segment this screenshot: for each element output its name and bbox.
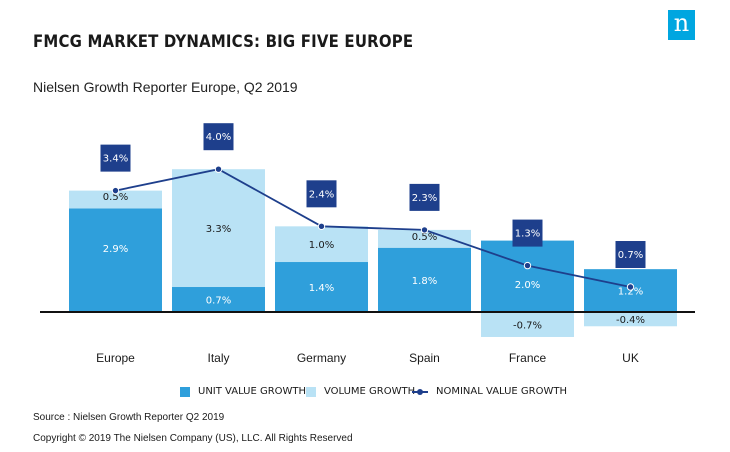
data-label-volume: -0.4% [616, 315, 645, 326]
point-nominal-value [420, 226, 429, 234]
bar-unit-value [172, 287, 265, 312]
data-label-unit-value: 1.8% [412, 276, 437, 287]
bar-unit-value [275, 262, 368, 312]
line-nominal-value [115, 168, 631, 288]
bar-volume [378, 229, 471, 248]
legend-label-volume: VOLUME GROWTH [324, 386, 416, 397]
chart-subtitle: Nielsen Growth Reporter Europe, Q2 2019 [33, 79, 298, 95]
category-label: UK [622, 351, 639, 365]
data-label-unit-value: 2.0% [515, 280, 540, 291]
point-nominal-value [626, 283, 635, 291]
nielsen-logo-icon: n [668, 10, 695, 40]
category-label: Spain [409, 351, 440, 365]
copyright-note: Copyright © 2019 The Nielsen Company (US… [33, 433, 353, 444]
point-nominal-value [523, 261, 532, 270]
nominal-value-box [615, 241, 646, 269]
legend-label-unit-value: UNIT VALUE GROWTH [198, 386, 307, 397]
legend-swatch-unit-value [180, 386, 190, 397]
data-label-volume: 3.3% [206, 224, 231, 235]
bar-unit-value [69, 208, 162, 312]
data-label-unit-value: 1.2% [618, 287, 643, 298]
data-label-nominal-value: 2.3% [412, 193, 437, 204]
legend-swatch-volume [306, 386, 316, 397]
bar-volume [172, 169, 265, 288]
data-label-nominal-value: 1.3% [515, 229, 540, 240]
data-label-nominal-value: 2.4% [309, 189, 334, 200]
category-label: France [509, 351, 547, 365]
legend-label-nominal: NOMINAL VALUE GROWTH [436, 386, 568, 397]
nominal-value-box [203, 123, 234, 151]
data-label-nominal-value: 4.0% [206, 132, 231, 143]
legend-item-unit-value: UNIT VALUE GROWTH [180, 386, 306, 397]
bar-volume [584, 312, 677, 327]
category-label: Germany [297, 351, 346, 365]
point-nominal-value [111, 186, 120, 195]
category-label: Europe [96, 351, 135, 365]
bar-volume [275, 226, 368, 263]
data-label-unit-value: 0.7% [206, 296, 231, 307]
nominal-value-box [100, 144, 131, 172]
data-label-nominal-value: 3.4% [103, 154, 128, 165]
category-label: Italy [207, 351, 229, 365]
point-nominal-value [317, 222, 326, 231]
data-label-volume: 0.5% [412, 232, 437, 243]
bar-volume [69, 190, 162, 209]
data-label-volume: -0.7% [513, 320, 542, 331]
source-note: Source : Nielsen Growth Reporter Q2 2019 [33, 412, 225, 423]
nominal-value-box [409, 183, 440, 211]
nominal-value-box [512, 219, 543, 247]
legend-line-nominal [412, 387, 428, 397]
legend-item-nominal: NOMINAL VALUE GROWTH [412, 386, 567, 397]
point-nominal-value [214, 165, 223, 173]
bar-unit-value [481, 240, 574, 312]
bar-unit-value [378, 247, 471, 312]
nominal-value-box [306, 180, 337, 208]
legend-item-volume: VOLUME GROWTH [306, 386, 415, 397]
data-label-unit-value: 1.4% [309, 283, 334, 294]
data-label-unit-value: 2.9% [103, 244, 128, 255]
bar-volume [481, 312, 574, 337]
chart-title: FMCG MARKET DYNAMICS: BIG FIVE EUROPE [33, 32, 414, 52]
data-label-nominal-value: 0.7% [618, 250, 643, 261]
data-label-volume: 0.5% [103, 192, 128, 203]
data-label-volume: 1.0% [309, 240, 334, 251]
